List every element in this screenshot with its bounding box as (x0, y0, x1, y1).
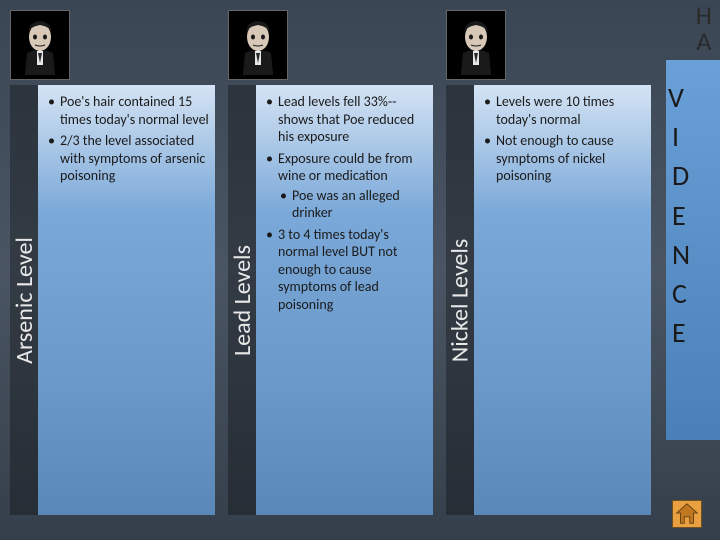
home-icon (673, 501, 701, 527)
top-right-line2: A (696, 28, 712, 54)
bullet-item: Not enough to cause symptoms of nickel p… (482, 132, 645, 185)
band-letter: C (666, 274, 720, 313)
sub-bullet-list: Poe was an alleged drinker (278, 187, 427, 222)
bullet-text: Lead levels fell 33%--shows that Poe red… (278, 93, 414, 145)
top-right-fragment: H A (696, 2, 712, 54)
portrait-image (446, 10, 506, 80)
bullet-item: Lead levels fell 33%--shows that Poe red… (264, 93, 427, 146)
bullet-text: 2/3 the level associated with symptoms o… (60, 132, 205, 184)
band-letter: I (666, 117, 720, 156)
column-label-wrap: Arsenic Level (10, 85, 38, 515)
bullet-text: 3 to 4 times today's normal level BUT no… (278, 226, 398, 313)
band-letter: D (666, 156, 720, 195)
column-box: Lead Levels Lead levels fell 33%--shows t… (228, 85, 433, 515)
band-letter: E (666, 313, 720, 352)
sub-bullet-item: Poe was an alleged drinker (278, 187, 427, 222)
bullet-text: Exposure could be from wine or medicatio… (278, 150, 413, 185)
bullet-list: Poe's hair contained 15 times today's no… (46, 93, 209, 185)
bullet-item: Poe's hair contained 15 times today's no… (46, 93, 209, 128)
column-label: Lead Levels (228, 245, 257, 356)
column-content: Levels were 10 times today's normal Not e… (474, 85, 651, 515)
home-button[interactable] (672, 500, 702, 528)
column-label: Nickel Levels (446, 238, 475, 362)
bullet-item: 3 to 4 times today's normal level BUT no… (264, 226, 427, 314)
bullet-item: 2/3 the level associated with symptoms o… (46, 132, 209, 185)
bullet-text: Not enough to cause symptoms of nickel p… (496, 132, 614, 184)
bullet-list: Levels were 10 times today's normal Not e… (482, 93, 645, 185)
portrait-image (10, 10, 70, 80)
column-content: Lead levels fell 33%--shows that Poe red… (256, 85, 433, 515)
bullet-list: Lead levels fell 33%--shows that Poe red… (264, 93, 427, 313)
column-box: Nickel Levels Levels were 10 times today'… (446, 85, 651, 515)
bullet-text: Poe's hair contained 15 times today's no… (60, 93, 209, 128)
column-box: Arsenic Level Poe's hair contained 15 tim… (10, 85, 215, 515)
bullet-item: Levels were 10 times today's normal (482, 93, 645, 128)
column-label-wrap: Lead Levels (228, 85, 256, 515)
column-label-wrap: Nickel Levels (446, 85, 474, 515)
evidence-band: VIDENCE (666, 60, 720, 440)
band-letter: E (666, 196, 720, 235)
column-label: Arsenic Level (10, 237, 39, 364)
portrait-image (228, 10, 288, 80)
band-letter: N (666, 235, 720, 274)
band-letter: V (666, 78, 720, 117)
bullet-text: Levels were 10 times today's normal (496, 93, 614, 128)
columns-container: Arsenic LevelPoe's hair contained 15 tim… (0, 0, 666, 20)
bullet-item: Exposure could be from wine or medicatio… (264, 150, 427, 222)
column-content: Poe's hair contained 15 times today's no… (38, 85, 215, 515)
